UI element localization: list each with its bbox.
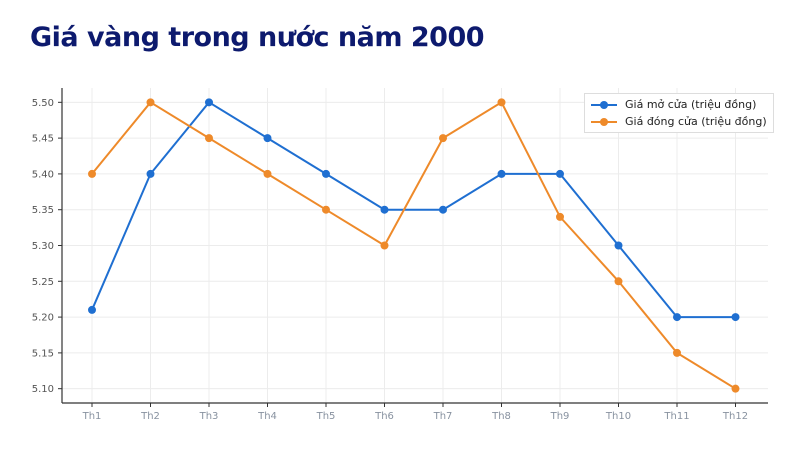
data-point [556, 212, 564, 221]
y-tick-label: 5.25 [32, 277, 54, 288]
data-point [614, 241, 623, 250]
data-point [205, 98, 213, 107]
data-point [439, 134, 447, 143]
data-point [380, 205, 389, 214]
data-point [263, 169, 272, 178]
x-tick-label: Th12 [722, 411, 748, 422]
data-point [88, 169, 96, 178]
chart-title: Giá vàng trong nước năm 2000 [30, 22, 485, 53]
legend-marker [591, 115, 617, 129]
legend: Giá mở cửa (triệu đồng) Giá đóng cửa (tri… [584, 93, 774, 133]
data-point [380, 241, 389, 250]
legend-item: Giá đóng cửa (triệu đồng) [591, 113, 767, 130]
data-point [731, 313, 740, 322]
y-tick-label: 5.45 [32, 134, 54, 145]
data-point [322, 169, 330, 178]
data-point [205, 134, 213, 143]
data-point [146, 169, 155, 178]
y-tick-label: 5.10 [32, 384, 54, 395]
data-point [497, 98, 506, 107]
x-tick-label: Th10 [605, 411, 631, 422]
data-point [556, 169, 564, 178]
data-point [263, 134, 272, 143]
data-point [673, 348, 681, 357]
data-point [731, 384, 740, 393]
x-tick-label: Th9 [550, 411, 570, 422]
data-point [673, 313, 681, 322]
x-tick-label: Th4 [257, 411, 277, 422]
series-open [88, 98, 740, 322]
series-close [88, 98, 740, 393]
data-point [439, 205, 447, 214]
x-tick-label: Th8 [491, 411, 511, 422]
y-tick-label: 5.35 [32, 205, 54, 216]
x-tick-label: Th1 [82, 411, 102, 422]
series-line [91, 101, 736, 319]
x-tick-label: Th2 [140, 411, 160, 422]
legend-label: Giá mở cửa (triệu đồng) [625, 98, 757, 111]
x-tick-label: Th5 [316, 411, 336, 422]
data-point [614, 277, 623, 286]
data-point [322, 205, 330, 214]
legend-marker [591, 98, 617, 112]
x-tick-label: Th6 [374, 411, 394, 422]
legend-label: Giá đóng cửa (triệu đồng) [625, 115, 767, 128]
y-tick-label: 5.20 [32, 313, 54, 324]
legend-item: Giá mở cửa (triệu đồng) [591, 96, 767, 113]
y-tick-label: 5.50 [32, 98, 54, 109]
y-tick-label: 5.15 [32, 348, 54, 359]
x-tick-label: Th7 [433, 411, 453, 422]
x-tick-label: Th3 [199, 411, 219, 422]
x-tick-label: Th11 [663, 411, 689, 422]
data-point [497, 169, 506, 178]
data-point [146, 98, 155, 107]
y-tick-label: 5.40 [32, 169, 54, 180]
series-line [91, 100, 737, 390]
y-tick-label: 5.30 [32, 241, 54, 252]
data-point [88, 305, 96, 314]
